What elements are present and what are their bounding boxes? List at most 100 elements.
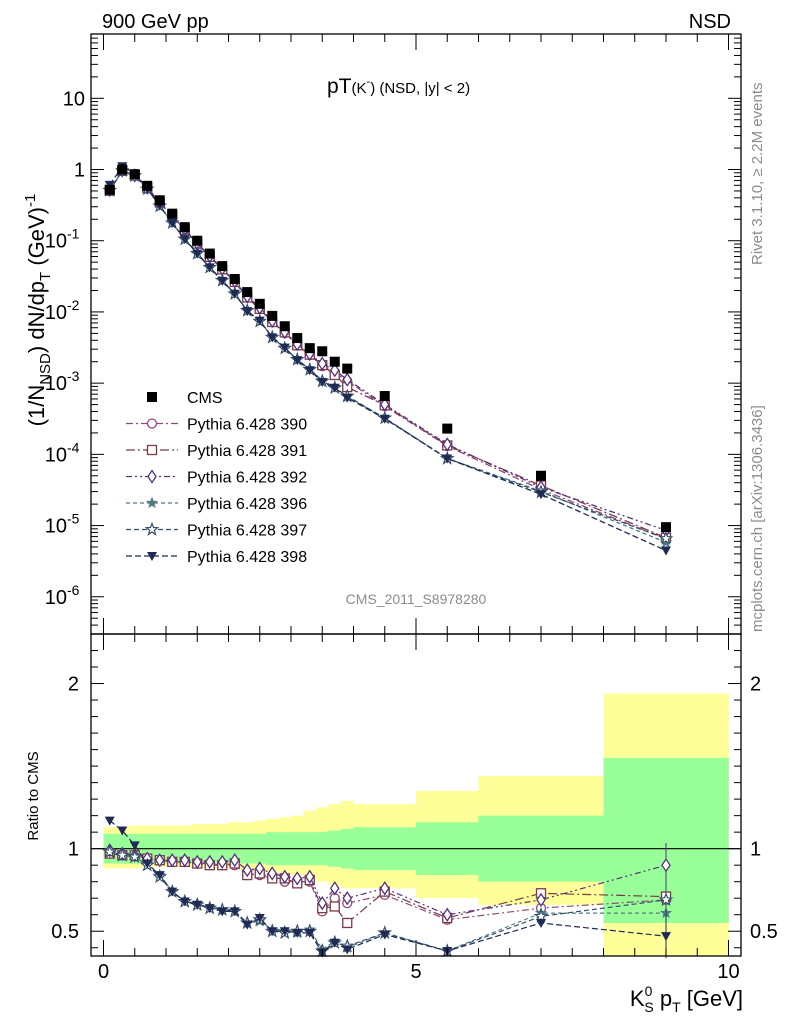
bottom-y-label: Ratio to CMS — [25, 751, 42, 840]
ratio-point — [167, 853, 178, 868]
ratio-point — [442, 907, 453, 922]
y-tick-base: 1 — [74, 160, 85, 182]
data-point — [204, 263, 215, 273]
series-line — [109, 165, 667, 552]
y-tick-label: 10-1 — [45, 226, 80, 253]
ratio-y-tick-label-right: 1 — [750, 839, 761, 861]
cms-data-point — [142, 180, 153, 191]
y-tick-base: 10 — [45, 373, 67, 395]
y-tick-label: 10-3 — [45, 368, 80, 395]
legend-marker — [145, 496, 159, 509]
data-point — [304, 366, 315, 376]
y-tick-base: 10 — [45, 231, 67, 253]
y-tick-exp: -3 — [67, 368, 80, 384]
ratio-point — [536, 918, 546, 928]
legend-marker — [147, 552, 157, 561]
y-tick-label: 10 — [63, 88, 85, 110]
cms-data-point — [342, 363, 353, 374]
x-tick-label: 5 — [410, 961, 421, 983]
cms-data-point — [267, 310, 278, 321]
y-tick-base: 10 — [45, 516, 67, 538]
legend-label: Pythia 6.428 390 — [187, 417, 307, 434]
legend-label: Pythia 6.428 397 — [187, 523, 307, 540]
ratio-point — [204, 854, 215, 870]
ratio-point — [179, 853, 190, 868]
ratio-y-tick-label-right: 0.5 — [750, 921, 778, 943]
ratio-point — [114, 847, 130, 862]
legend-marker — [144, 521, 160, 536]
data-point — [254, 316, 265, 326]
data-point — [661, 546, 671, 556]
ratio-point — [342, 917, 353, 929]
ratio-point — [658, 892, 674, 907]
data-point — [342, 372, 353, 387]
xlabel-post: [GeV] — [681, 986, 743, 1011]
ratio-point — [192, 854, 203, 870]
y-tick-label: 10-2 — [45, 297, 80, 324]
data-point — [217, 276, 228, 286]
ratio-point — [536, 892, 546, 908]
ratio-point — [304, 928, 315, 938]
ratio-point — [129, 841, 140, 851]
y-tick-base: 10 — [45, 587, 67, 609]
bottom-x-label: K0 S pT [GeV] — [630, 983, 743, 1015]
cms-data-point — [167, 208, 178, 219]
cms-data-point — [304, 343, 315, 354]
series-pythia-6.428-397 — [102, 163, 674, 545]
ratio-point — [267, 866, 278, 881]
cms-data-point — [329, 356, 340, 367]
data-point — [279, 343, 290, 353]
xlabel-pre: K — [630, 986, 645, 1011]
y-tick-base: 10 — [63, 88, 85, 110]
ratio-point — [317, 895, 328, 911]
ylabel-sub2: T — [37, 272, 54, 281]
cms-data-point — [117, 164, 128, 175]
ratio-point — [379, 930, 390, 940]
title-sub: (K — [352, 80, 367, 97]
y-tick-base: 10 — [45, 302, 67, 324]
cms-data-point — [154, 195, 165, 206]
cms-data-point — [442, 423, 453, 434]
cms-data-point — [179, 222, 190, 233]
ratio-point — [127, 849, 143, 864]
ratio-point — [661, 858, 671, 873]
rivet-label: Rivet 3.1.10, ≥ 2.2M events — [749, 83, 766, 266]
xlabel-mid: p — [654, 986, 672, 1011]
ratio-y-tick-label-right: 2 — [750, 674, 761, 696]
series-line — [109, 170, 667, 544]
ratio-y-tick-label: 1 — [68, 839, 79, 861]
series-cms — [104, 164, 671, 533]
ylabel-sup: -1 — [22, 194, 39, 207]
y-tick-base: 10 — [45, 444, 67, 466]
cms-data-point — [242, 287, 253, 298]
legend: CMS Pythia 6.428 390 Pythia 6.428 391 Pythi… — [126, 390, 307, 566]
cms-data-point — [229, 274, 240, 285]
cms-data-point — [192, 235, 203, 246]
ratio-point — [267, 927, 278, 937]
legend-marker-cms — [147, 392, 157, 402]
top-frame — [90, 33, 742, 635]
cms-data-point — [254, 298, 265, 309]
ratio-point — [329, 881, 340, 896]
legend-label: Pythia 6.428 396 — [187, 496, 307, 513]
data-point — [442, 454, 453, 464]
legend-marker — [146, 444, 158, 456]
series-line — [109, 169, 667, 532]
ratio-line — [109, 853, 667, 924]
data-point — [379, 397, 390, 412]
top-plot-title: pT(K-) (NSD, |y| < 2) — [327, 75, 470, 98]
ratio-point — [167, 887, 178, 897]
title-sup: - — [367, 76, 371, 88]
ratio-point — [104, 816, 115, 826]
ratio-point — [329, 938, 340, 948]
data-point — [179, 235, 190, 245]
data-point — [342, 393, 353, 403]
ratio-point — [342, 945, 353, 955]
y-tick-label: 10-5 — [45, 511, 80, 538]
ratio-point — [304, 869, 315, 884]
ratio-point — [179, 897, 190, 907]
cms-data-point — [217, 261, 228, 272]
ratio-point — [154, 853, 165, 868]
ratio-y-tick-label: 0.5 — [51, 921, 79, 943]
